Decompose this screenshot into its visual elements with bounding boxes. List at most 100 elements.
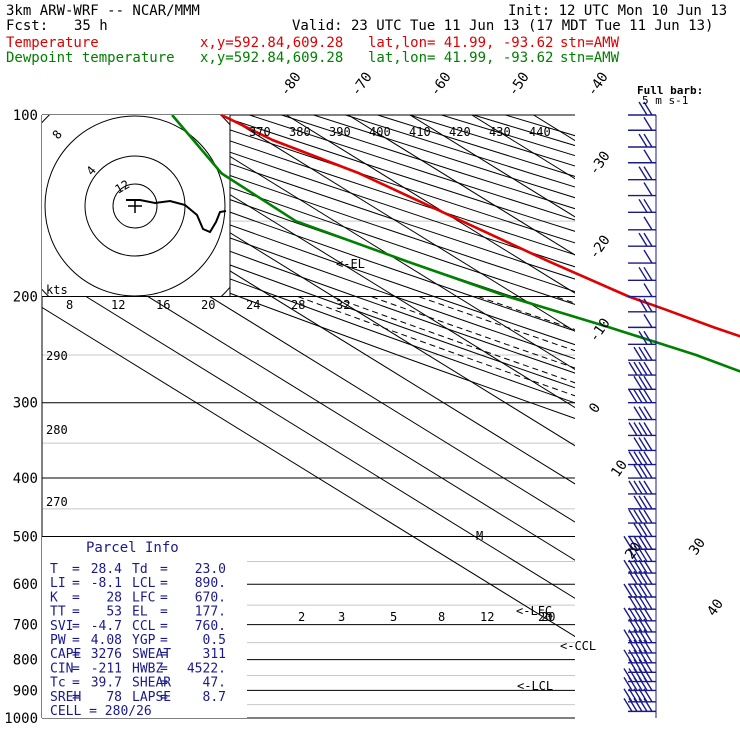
temperature-xy: x,y=592.84,609.28 (200, 35, 344, 51)
parcel-info-cell: EL (132, 605, 148, 620)
mixing-ratio-label: 20 (541, 610, 555, 624)
pressure-tick-label: 700 (13, 618, 38, 634)
mixing-ratio-label: 2 (298, 610, 305, 624)
wind-barb (628, 509, 656, 524)
parcel-info-cell: 23.0 (195, 562, 226, 577)
temperature-legend: Temperature (6, 35, 99, 51)
wind-barb (628, 639, 656, 654)
wind-barb (628, 361, 656, 376)
parcel-info-cell: 28 (106, 590, 122, 605)
parcel-info-cell: 8.7 (203, 690, 226, 705)
wind-barb (623, 677, 656, 692)
wind-barb (628, 480, 656, 495)
wind-barb (628, 437, 656, 452)
pressure-tick-label: 1000 (4, 711, 38, 727)
wind-barb (623, 607, 656, 622)
parcel-info-cell: = (160, 562, 168, 577)
mixing-ratio-label: 8 (438, 610, 445, 624)
wind-barb (623, 688, 656, 703)
isotherm-label: 10 (608, 457, 631, 480)
parcel-info-cell: SHEAR (132, 676, 171, 691)
parcel-info-cell: LFC (132, 590, 155, 605)
dewpoint-latlon: lat,lon= 41.99, -93.62 (368, 50, 554, 66)
dewpoint-xy: x,y=592.84,609.28 (200, 50, 344, 66)
parcel-info-cell: YGP (132, 633, 156, 648)
dry-adiabat-label: 280 (46, 423, 68, 437)
dry-adiabat-label: 270 (46, 495, 68, 509)
isotherm (595, 115, 740, 718)
wind-barb (628, 166, 656, 181)
wind-barb (628, 283, 656, 298)
wind-barb (623, 535, 656, 550)
wind-barb (628, 198, 656, 214)
wind-barb (623, 649, 656, 664)
parcel-info-cell: 4522. (187, 661, 226, 676)
temperature-station: stn=AMW (560, 35, 620, 51)
parcel-info-cell: = (160, 676, 168, 691)
parcel-info-cell: -4.7 (91, 619, 122, 634)
wind-barb (628, 216, 656, 231)
hodograph-speed-tick: 20 (201, 298, 215, 312)
parcel-info-cell: = (160, 619, 168, 634)
parcel-info-panel: Parcel Info T = 28.4 Td = 23.0 LI = -8.1 LCL = 890. K… (42, 537, 247, 719)
dewpoint-legend: Dewpoint temperature (6, 50, 175, 66)
isotherm (100, 115, 575, 409)
isotherm-label: -70 (348, 69, 376, 99)
dry-adiabat (42, 181, 575, 374)
parcel-info-cell: 28.4 (91, 562, 122, 577)
isotherm (657, 115, 740, 718)
level-annotation: <-EL (336, 257, 365, 271)
isotherm-label: -80 (277, 69, 305, 99)
parcel-info-cell: K (50, 590, 58, 605)
wind-barb (628, 406, 656, 421)
hodograph-ring-label: 12 (113, 177, 133, 196)
wind-barb (628, 249, 656, 264)
isotherm (471, 115, 575, 180)
dry-adiabat (42, 194, 575, 389)
theta-e-label: 430 (489, 125, 511, 139)
parcel-info-cell: = (160, 605, 168, 620)
parcel-info-cell: 177. (195, 605, 226, 620)
hodograph-speed-tick: 28 (291, 298, 305, 312)
hodograph-ring (44, 115, 226, 296)
wind-barb (628, 133, 656, 148)
isotherm-label: -20 (586, 232, 614, 262)
wind-barb (628, 464, 656, 479)
wind-barb (628, 548, 656, 563)
wind-barb (628, 149, 656, 164)
isotherm-label: 40 (704, 596, 727, 619)
theta-e-label: 390 (329, 125, 351, 139)
level-annotation: <-CCL (560, 639, 596, 653)
parcel-info-cell: SREH (50, 690, 81, 705)
hodograph-trace (126, 199, 227, 234)
isotherm (347, 115, 575, 256)
mixing-ratio-label: 12 (480, 610, 494, 624)
parcel-info-cell: 670. (195, 590, 226, 605)
parcel-info-cell: TT (50, 605, 66, 620)
barb-legend-value: 5 m s-1 (642, 94, 688, 107)
wind-barb (628, 298, 656, 313)
pressure-tick-label: 800 (13, 653, 38, 669)
isotherm-label: 0 (586, 400, 604, 416)
isotherm-label: -10 (586, 315, 614, 345)
parcel-info-cell: HWBZ (132, 661, 163, 676)
wind-barb (628, 266, 656, 282)
wind-barb (623, 698, 656, 713)
mixing-ratio-label: 3 (338, 610, 345, 624)
parcel-info-cell: SWEAT (132, 647, 171, 662)
isotherm-label: 30 (686, 535, 709, 558)
forecast-label: Fcst: (6, 18, 49, 34)
wind-barb (628, 595, 656, 610)
parcel-info-cell: T (50, 562, 58, 577)
hodograph-speed-tick: 24 (246, 298, 260, 312)
pressure-tick-label: 300 (13, 396, 38, 412)
parcel-info-background (42, 537, 247, 718)
parcel-info-cell: Tc (50, 676, 66, 691)
dewpoint-station: stn=AMW (560, 50, 620, 66)
dry-adiabat (473, 115, 575, 147)
wind-barb (628, 330, 656, 345)
parcel-info-cell: = (72, 647, 80, 662)
parcel-info-cell: = (72, 605, 80, 620)
hodograph-units: kts (46, 283, 68, 297)
